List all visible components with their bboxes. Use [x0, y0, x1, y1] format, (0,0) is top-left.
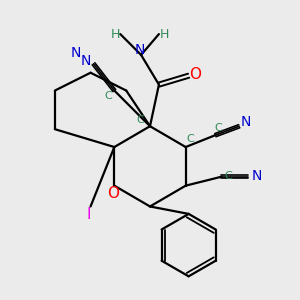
Text: C: C	[186, 134, 194, 144]
Text: N: N	[241, 115, 251, 129]
Text: C: C	[214, 123, 222, 133]
Text: H: H	[111, 28, 121, 40]
Text: N: N	[134, 44, 145, 57]
Text: O: O	[107, 187, 119, 202]
Text: H: H	[160, 28, 169, 40]
Text: C: C	[136, 115, 144, 125]
Text: I: I	[87, 207, 91, 222]
Text: O: O	[189, 67, 201, 82]
Text: C: C	[224, 171, 232, 181]
Text: C: C	[104, 91, 112, 101]
Text: N: N	[70, 46, 81, 60]
Text: N: N	[81, 54, 91, 68]
Text: N: N	[251, 169, 262, 183]
